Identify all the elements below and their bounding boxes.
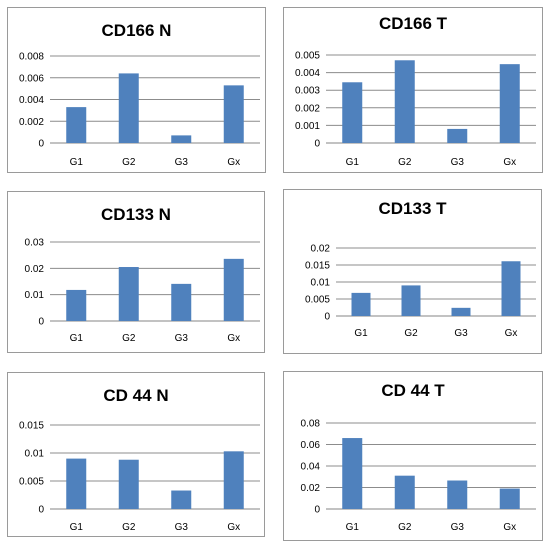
bar-g1 — [66, 289, 87, 321]
x-tick-label: G3 — [175, 333, 189, 344]
bar-gx — [223, 85, 244, 143]
chart-cd166t: CD166 T 0 0.001 0.002 0.003 0.004 0.005 G1 G2 G3 G… — [295, 14, 536, 168]
chart-title: CD 44 N — [103, 386, 168, 405]
y-tick-label: 0.02 — [25, 264, 45, 275]
y-tick-label: 0.002 — [19, 117, 44, 128]
x-tick-label: G3 — [451, 522, 465, 533]
y-tick-label: 0.04 — [301, 462, 321, 473]
bar-g1 — [342, 438, 363, 509]
chart-cd44t: CD 44 T 0 0.02 0.04 0.06 0.08 G1 G2 G3 Gx — [301, 381, 536, 533]
x-tick-label: G2 — [404, 328, 418, 339]
bar-g2 — [118, 267, 139, 321]
y-tick-label: 0.003 — [295, 86, 320, 97]
bar-g3 — [171, 135, 192, 143]
y-tick-label: 0.005 — [295, 51, 320, 62]
x-tick-label: Gx — [503, 522, 516, 533]
bar-g2 — [394, 60, 415, 143]
x-tick-label: Gx — [227, 522, 240, 533]
bar-g3 — [447, 480, 468, 509]
chart-cd44n: CD 44 N 0 0.005 0.01 0.015 G1 G2 G3 Gx — [19, 386, 260, 533]
bar-g3 — [451, 307, 471, 316]
chart-panel-cd44-n: CD 44 N 0 0.005 0.01 0.015 G1 G2 G3 Gx — [7, 372, 265, 537]
x-tick-label: G2 — [398, 522, 412, 533]
chart-cd133n: CD133 N 0 0.01 0.02 0.03 G1 G2 G3 Gx — [25, 205, 260, 344]
x-tick-label: G3 — [175, 157, 189, 168]
y-tick-label: 0.01 — [311, 278, 331, 289]
y-tick-label: 0.004 — [295, 68, 320, 79]
x-tick-label: G3 — [451, 157, 465, 168]
x-tick-label: G2 — [122, 157, 136, 168]
bar-gx — [499, 64, 520, 143]
y-tick-label: 0 — [38, 139, 44, 150]
chart-panel-cd133-t: CD133 T 0 0.005 0.01 0.015 0.02 G1 G2 G3 Gx — [283, 189, 542, 354]
y-tick-label: 0.002 — [295, 103, 320, 114]
y-tick-label: 0.06 — [301, 440, 321, 451]
bar-g1 — [342, 82, 363, 143]
chart-panel-cd166-n: CD166 N 0 0.002 0.004 0.006 0.008 G1 G2 G3 Gx — [7, 7, 266, 173]
chart-title: CD166 T — [379, 14, 448, 33]
y-tick-label: 0.015 — [305, 261, 330, 272]
y-tick-label: 0.02 — [301, 483, 321, 494]
y-tick-label: 0.001 — [295, 121, 320, 132]
x-tick-label: G1 — [346, 522, 360, 533]
x-tick-label: Gx — [505, 328, 518, 339]
y-tick-label: 0.005 — [305, 295, 330, 306]
bar-gx — [501, 261, 521, 316]
y-tick-label: 0.02 — [311, 244, 331, 255]
bar-g1 — [66, 107, 87, 143]
y-tick-label: 0.01 — [25, 449, 45, 460]
bar-g1 — [66, 458, 87, 509]
y-tick-label: 0.01 — [25, 290, 45, 301]
x-tick-label: G3 — [454, 328, 468, 339]
bar-g2 — [118, 459, 139, 509]
x-tick-label: Gx — [227, 333, 240, 344]
chart-panel-cd44-t: CD 44 T 0 0.02 0.04 0.06 0.08 G1 G2 G3 Gx — [283, 371, 543, 541]
bar-g3 — [171, 283, 192, 321]
y-tick-label: 0 — [38, 317, 44, 328]
bar-gx — [223, 451, 244, 509]
chart-panel-cd166-t: CD166 T 0 0.001 0.002 0.003 0.004 0.005 G1 G2 G3 G… — [283, 7, 543, 173]
y-tick-label: 0.004 — [19, 95, 44, 106]
y-tick-label: 0.08 — [301, 419, 321, 430]
y-tick-label: 0 — [324, 312, 330, 323]
y-tick-label: 0 — [314, 505, 320, 516]
y-tick-label: 0.03 — [25, 238, 45, 249]
chart-cd166n: CD166 N 0 0.002 0.004 0.006 0.008 G1 G2 G3 Gx — [19, 21, 260, 168]
x-tick-label: Gx — [227, 157, 240, 168]
bar-gx — [223, 258, 244, 321]
bar-g2 — [401, 285, 421, 316]
chart-title: CD166 N — [102, 21, 172, 40]
bar-g3 — [171, 490, 192, 509]
bar-g2 — [118, 73, 139, 143]
bar-g2 — [394, 475, 415, 509]
y-tick-label: 0 — [314, 139, 320, 150]
x-tick-label: Gx — [503, 157, 516, 168]
chart-panel-cd133-n: CD133 N 0 0.01 0.02 0.03 G1 G2 G3 Gx — [7, 191, 265, 353]
x-tick-label: G1 — [70, 333, 84, 344]
chart-title: CD 44 T — [381, 381, 445, 400]
bar-gx — [499, 488, 520, 509]
x-tick-label: G1 — [70, 157, 84, 168]
x-tick-label: G1 — [346, 157, 360, 168]
y-tick-label: 0.005 — [19, 477, 44, 488]
x-tick-label: G2 — [398, 157, 412, 168]
y-tick-label: 0 — [38, 505, 44, 516]
x-tick-label: G3 — [175, 522, 189, 533]
y-tick-label: 0.008 — [19, 52, 44, 63]
y-tick-label: 0.015 — [19, 421, 44, 432]
x-tick-label: G2 — [122, 333, 136, 344]
bar-g3 — [447, 128, 468, 143]
x-tick-label: G2 — [122, 522, 136, 533]
chart-title: CD133 N — [101, 205, 171, 224]
bar-g1 — [351, 292, 371, 316]
x-tick-label: G1 — [354, 328, 368, 339]
x-tick-label: G1 — [70, 522, 84, 533]
chart-cd133t: CD133 T 0 0.005 0.01 0.015 0.02 G1 G2 G3 Gx — [305, 199, 536, 339]
chart-title: CD133 T — [378, 199, 447, 218]
y-tick-label: 0.006 — [19, 73, 44, 84]
